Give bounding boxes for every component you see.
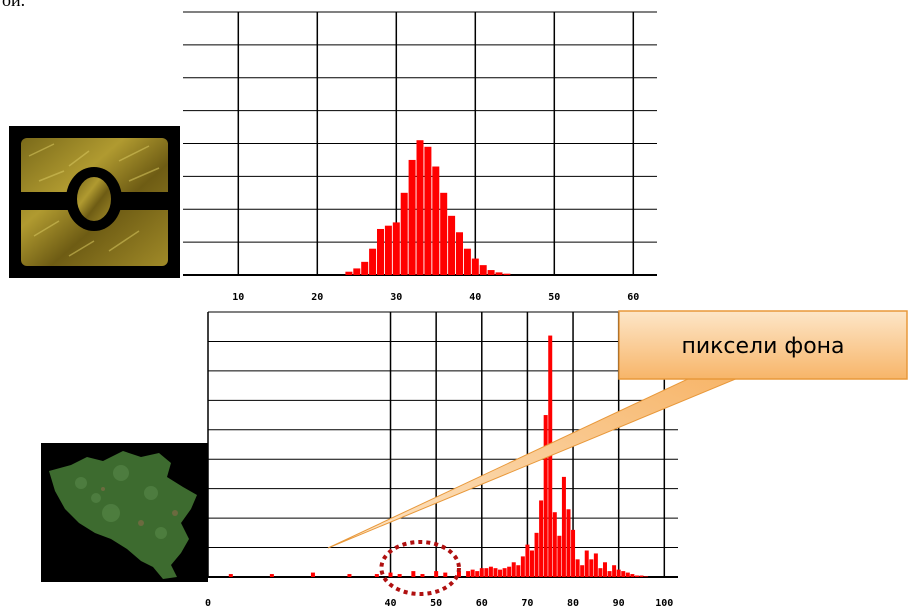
histogram-bar xyxy=(475,571,480,577)
histogram-bar xyxy=(534,532,539,577)
histogram-bar xyxy=(434,571,439,577)
callout-box: пиксели фона xyxy=(618,310,908,380)
histogram-bar xyxy=(511,562,516,577)
histogram-bar xyxy=(639,575,644,577)
x-tick-label: 60 xyxy=(476,598,488,608)
histogram-bar xyxy=(377,228,384,275)
histogram-bar xyxy=(353,268,361,275)
histogram-bar xyxy=(384,225,392,275)
histogram-bar xyxy=(625,572,630,577)
histogram-bar xyxy=(432,166,440,275)
histogram-bar xyxy=(361,261,369,275)
histogram-bar xyxy=(408,159,416,275)
histogram-bar xyxy=(634,575,639,577)
gold-chip-thumbnail xyxy=(9,126,180,278)
histogram-bar xyxy=(400,192,408,275)
belgium-satellite-thumbnail xyxy=(41,443,208,582)
gold-chip-image xyxy=(21,138,168,266)
histogram-bar xyxy=(516,565,521,577)
x-tick-label: 50 xyxy=(430,598,442,608)
histogram-bar xyxy=(488,566,493,577)
x-tick-label: 70 xyxy=(521,598,533,608)
histogram-bar xyxy=(598,568,603,577)
histogram-bar xyxy=(580,565,585,577)
histogram-bar xyxy=(529,550,534,577)
histogram-bar xyxy=(520,556,525,577)
x-tick-label: 100 xyxy=(655,598,673,608)
histogram-bar xyxy=(487,270,495,275)
histogram-bar xyxy=(471,258,479,275)
histogram-bar xyxy=(589,559,594,577)
x-tick-label: 30 xyxy=(390,292,402,303)
histogram-bar xyxy=(392,222,400,275)
heading-fragment: ой. xyxy=(2,0,26,10)
histogram-bar xyxy=(416,140,424,275)
histogram-bar xyxy=(479,265,487,275)
x-tick-label: 80 xyxy=(567,598,579,608)
histogram-bar xyxy=(507,566,512,577)
histogram-bottom: 0 40 50 60 70 80 90 100 xyxy=(205,311,678,608)
histogram-bar xyxy=(456,571,461,577)
histogram-bar xyxy=(420,574,425,577)
histogram-bar xyxy=(347,574,352,577)
histogram-bar xyxy=(498,569,503,577)
histogram-bar xyxy=(630,574,635,577)
histogram-bar xyxy=(484,568,489,577)
x-tick-label: 60 xyxy=(627,292,639,303)
histogram-bar xyxy=(616,569,621,577)
histogram-bar xyxy=(470,569,475,577)
x-tick-label: 40 xyxy=(385,598,397,608)
histogram-bar xyxy=(612,565,617,577)
histogram-top: 10 20 30 40 50 60 xyxy=(183,11,657,306)
histogram-bar xyxy=(479,568,484,577)
histogram-bar xyxy=(584,550,589,577)
histogram-bar xyxy=(566,509,571,577)
histogram-bar xyxy=(456,232,463,275)
histogram-bar xyxy=(310,572,315,577)
histogram-bar xyxy=(543,415,548,577)
histogram-bar xyxy=(561,476,566,577)
histogram-bar xyxy=(575,559,580,577)
histogram-bar xyxy=(411,571,416,577)
histogram-bar xyxy=(502,568,507,577)
histogram-bar xyxy=(525,544,530,577)
callout-shape xyxy=(618,310,908,380)
x-tick-label: 20 xyxy=(311,292,323,303)
callout-label: пиксели фона xyxy=(681,334,845,359)
plot-area xyxy=(208,312,678,608)
histogram-bar xyxy=(503,273,511,275)
x-tick-label: 90 xyxy=(613,598,625,608)
histogram-bar xyxy=(621,571,626,577)
x-tick-label: 0 xyxy=(205,598,211,608)
histogram-bar xyxy=(493,568,498,577)
histogram-bar xyxy=(571,529,576,577)
histogram-bar xyxy=(345,271,353,275)
histogram-bar xyxy=(397,574,402,577)
histogram-bar xyxy=(539,500,544,577)
x-tick-label: 10 xyxy=(232,292,244,303)
x-tick-label: 40 xyxy=(469,292,481,303)
histogram-bar xyxy=(374,574,379,577)
histogram-bar xyxy=(228,574,233,577)
background-pixels-ellipse xyxy=(379,540,461,596)
belgium-map-image xyxy=(49,451,197,579)
histogram-bar xyxy=(440,192,448,275)
histogram-bar xyxy=(602,562,607,577)
histogram-bar xyxy=(593,553,598,577)
histogram-bar xyxy=(644,576,649,577)
histogram-bar xyxy=(269,574,274,577)
histogram-bar xyxy=(557,535,562,577)
histogram-bar xyxy=(424,146,432,275)
histogram-bar xyxy=(369,248,377,275)
x-tick-label: 50 xyxy=(548,292,560,303)
histogram-bar xyxy=(495,272,503,275)
histogram-bar xyxy=(388,572,393,577)
histogram-bar xyxy=(443,572,448,577)
histogram-bar xyxy=(607,571,612,577)
histogram-bar xyxy=(466,571,471,577)
histogram-bar xyxy=(448,215,456,275)
histogram-bar xyxy=(463,248,471,275)
histogram-bar xyxy=(552,512,557,577)
